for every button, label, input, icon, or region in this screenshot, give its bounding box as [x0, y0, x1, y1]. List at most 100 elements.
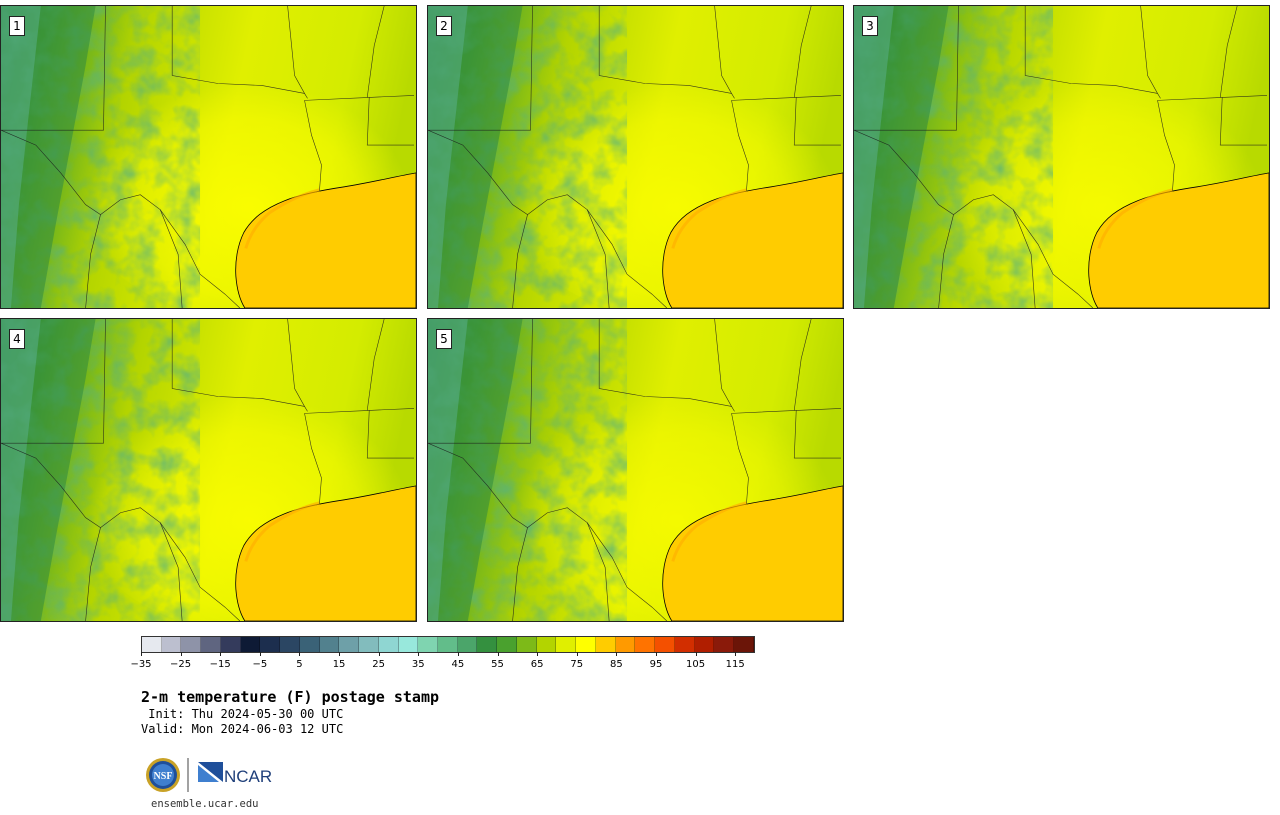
state-border — [159, 522, 183, 621]
state-border — [598, 319, 735, 412]
colorbar-swatch — [457, 637, 478, 652]
state-border — [1, 6, 106, 131]
ncar-logo-text: NCAR — [224, 767, 272, 786]
state-border — [287, 6, 305, 94]
colorbar-tick-mark — [616, 652, 618, 656]
colorbar-tick-mark — [339, 652, 341, 656]
state-border — [854, 129, 1094, 308]
mountain-cool-zone — [428, 319, 523, 621]
state-border — [287, 319, 305, 407]
temperature-colorbar — [141, 636, 755, 653]
colorbar-ticks: −35 −25 −15 −5 5 15 25 35 45 55 65 75 85 95 105 115 — [130, 652, 755, 672]
state-border — [428, 129, 668, 308]
state-border — [1219, 97, 1268, 146]
colorbar-tick-mark — [655, 652, 657, 656]
state-border — [366, 410, 415, 459]
colorbar-tick-label: 45 — [451, 659, 465, 670]
colorbar-tick-label: 65 — [530, 659, 544, 670]
colorbar-swatch — [201, 637, 221, 652]
colorbar-swatch — [378, 637, 399, 652]
state-border — [793, 410, 842, 459]
colorbar-tick-label: 15 — [332, 659, 346, 670]
state-border — [854, 6, 959, 131]
mountain-cool-zone — [1, 319, 96, 621]
ncar-logo-icon: NCAR — [198, 762, 272, 786]
colorbar-tick-mark — [418, 652, 420, 656]
nsf-logo-text: NSF — [154, 771, 173, 782]
ensemble-member-panel-5: 5 — [427, 318, 844, 622]
colorbar-tick-label: 75 — [570, 659, 584, 670]
state-border — [714, 6, 732, 94]
mountain-cool-zone — [854, 6, 949, 308]
colorbar-tick-mark — [299, 652, 301, 656]
colorbar-swatch — [655, 637, 675, 652]
state-border — [793, 6, 812, 98]
state-border — [1, 442, 241, 621]
colorbar-tick-label: −5 — [252, 659, 268, 670]
ensemble-member-panel-1: 1 — [0, 5, 417, 309]
colorbar-tick-mark — [576, 652, 578, 656]
colorbar-swatch — [595, 637, 616, 652]
colorbar-swatch — [280, 637, 300, 652]
state-border — [304, 100, 322, 191]
state-border — [428, 319, 533, 444]
valid-time: Valid: Mon 2024-06-03 12 UTC — [141, 722, 344, 736]
state-border — [428, 6, 533, 131]
state-border — [1012, 209, 1036, 308]
colorbar-swatch — [161, 637, 182, 652]
high-terrain-zone — [428, 6, 468, 308]
state-border — [1219, 6, 1238, 98]
colorbar-swatch — [497, 637, 517, 652]
state-border — [938, 214, 954, 308]
mountain-cool-zone — [1, 6, 96, 308]
coastal-fringe — [671, 188, 747, 249]
colorbar-tick-mark — [457, 652, 459, 656]
figure-title: 2-m temperature (F) postage stamp — [141, 688, 440, 706]
nsf-seal-icon: NSF — [146, 758, 180, 792]
colorbar-swatch — [359, 637, 379, 652]
colorbar-tick-label: −25 — [170, 659, 192, 670]
state-border — [159, 209, 183, 308]
member-number-label: 1 — [9, 16, 25, 36]
member-number-label: 2 — [436, 16, 452, 36]
ensemble-member-panel-4: 4 — [0, 318, 417, 622]
colorbar-swatch — [142, 637, 162, 652]
state-border — [793, 319, 812, 411]
coastal-fringe — [244, 501, 320, 562]
colorbar-tick-label: −35 — [130, 659, 152, 670]
state-border — [428, 442, 668, 621]
logos: NSF NCAR — [145, 756, 275, 794]
state-border — [366, 319, 385, 411]
colorbar-swatch — [536, 637, 557, 652]
high-terrain-zone — [1, 319, 41, 621]
colorbar-tick-label: 35 — [411, 659, 425, 670]
state-border — [586, 522, 610, 621]
colorbar-tick-mark — [695, 652, 697, 656]
state-border — [85, 527, 101, 621]
colorbar-swatch — [418, 637, 439, 652]
colorbar-swatch — [635, 637, 656, 652]
colorbar-swatch — [516, 637, 537, 652]
colorbar-tick-label: 5 — [296, 659, 303, 670]
colorbar-tick-label: 25 — [372, 659, 386, 670]
member-number-label: 4 — [9, 329, 25, 349]
ensemble-member-panel-3: 3 — [853, 5, 1270, 309]
colorbar-tick-mark — [735, 652, 737, 656]
state-border — [586, 209, 610, 308]
state-border — [1140, 6, 1158, 94]
colorbar-tick-label: 105 — [686, 659, 706, 670]
colorbar-tick-mark — [497, 652, 499, 656]
colorbar-swatch — [674, 637, 695, 652]
state-border — [731, 100, 749, 191]
state-border — [85, 214, 101, 308]
nsf-ncar-logos: NSF NCAR — [146, 758, 272, 792]
colorbar-swatch — [714, 637, 735, 652]
state-border — [714, 319, 732, 407]
mountain-cool-zone — [428, 6, 523, 308]
colorbar-swatch — [181, 637, 202, 652]
state-border — [1157, 100, 1175, 191]
ensemble-member-panel-2: 2 — [427, 5, 844, 309]
state-border — [1024, 6, 1161, 99]
colorbar-swatch — [260, 637, 281, 652]
colorbar-swatch — [438, 637, 458, 652]
